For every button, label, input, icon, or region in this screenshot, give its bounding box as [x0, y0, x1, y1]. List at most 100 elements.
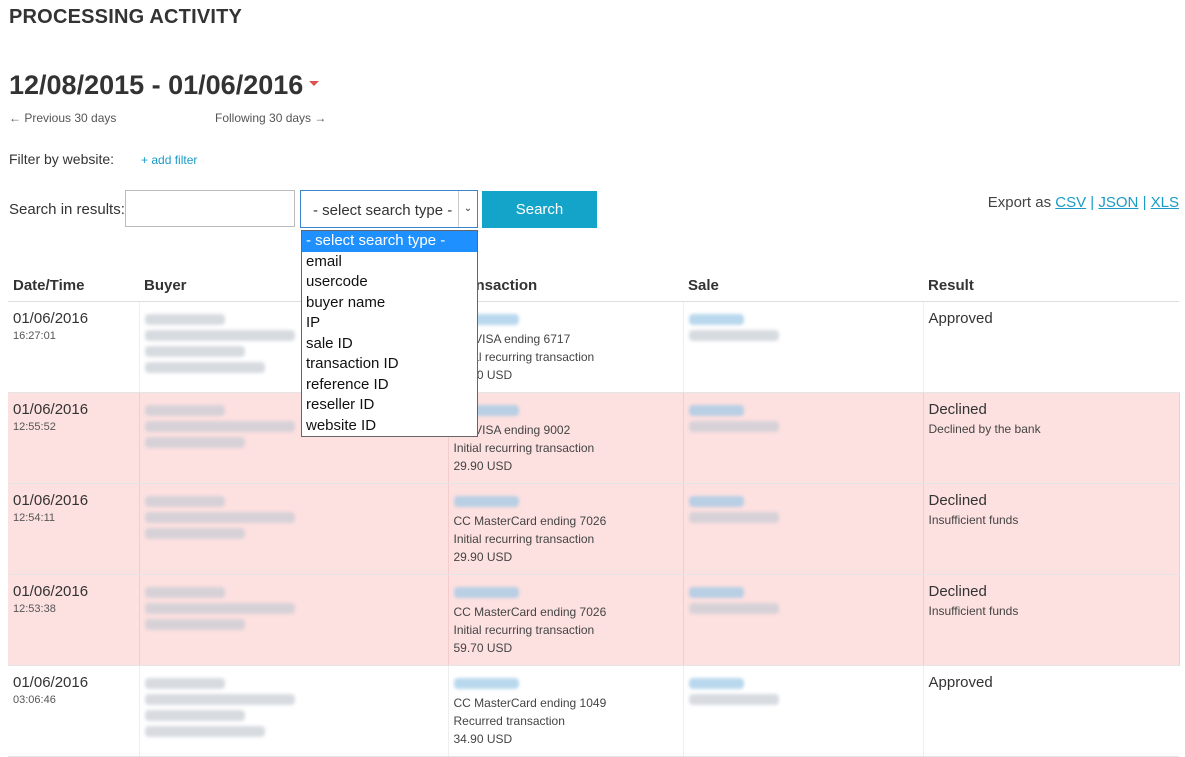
search-type-option[interactable]: email [306, 252, 342, 270]
chevron-down-icon[interactable]: ⌄ [458, 191, 477, 227]
redacted-text [144, 421, 295, 432]
table-row: 01/06/2016 12:55:52 CC VISA ending 9002 … [8, 392, 1180, 484]
transaction-card: CC MasterCard ending 7026 [453, 514, 607, 528]
redacted-text [144, 694, 295, 705]
result-reason: Declined by the bank [928, 422, 1041, 436]
export-links: Export as CSV | JSON | XLS [988, 194, 1179, 211]
redacted-text [144, 330, 295, 341]
header-sale[interactable]: Sale [683, 270, 923, 302]
export-separator: | [1142, 194, 1147, 211]
sale-id-link[interactable] [688, 678, 744, 689]
transaction-id-link[interactable] [453, 496, 519, 507]
row-date: 01/06/2016 [13, 310, 89, 327]
transaction-id-link[interactable] [453, 405, 519, 416]
result-status: Approved [928, 310, 993, 327]
redacted-text [144, 437, 245, 448]
row-date: 01/06/2016 [13, 492, 89, 509]
cell-result: Declined Insufficient funds [923, 574, 1180, 666]
result-reason: Insufficient funds [928, 513, 1019, 527]
sale-id-link[interactable] [688, 587, 744, 598]
row-time: 12:54:11 [13, 512, 56, 524]
search-type-option[interactable]: website ID [306, 416, 377, 434]
search-type-option[interactable]: IP [306, 314, 321, 331]
redacted-text [688, 421, 779, 432]
cell-transaction: CC VISA ending 6717 Initial recurring tr… [448, 301, 684, 393]
header-result[interactable]: Result [923, 270, 1179, 302]
add-filter-link[interactable]: + add filter [141, 153, 198, 167]
export-json-link[interactable]: JSON [1098, 194, 1139, 211]
transaction-amount: 29.90 USD [453, 550, 513, 564]
transaction-type: Recurred transaction [453, 714, 565, 728]
search-type-option[interactable]: buyer name [306, 293, 386, 311]
table-row: 01/06/2016 03:06:46 CC MasterCard ending… [8, 665, 1179, 757]
cell-sale [683, 301, 924, 393]
redacted-text [144, 512, 295, 523]
row-date: 01/06/2016 [13, 583, 89, 600]
search-type-option[interactable]: - select search type - [302, 231, 477, 252]
result-reason: Insufficient funds [928, 604, 1019, 618]
following-30-days-link[interactable]: Following 30 days → [215, 111, 327, 125]
redacted-text [688, 512, 779, 523]
date-range-text: 12/08/2015 - 01/06/2016 [9, 70, 304, 100]
search-label: Search in results: [9, 201, 125, 218]
filter-by-website-label: Filter by website: [9, 151, 115, 167]
search-type-option[interactable]: sale ID [306, 334, 353, 352]
cell-transaction: CC VISA ending 9002 Initial recurring tr… [448, 392, 684, 484]
redacted-text [144, 603, 295, 614]
cell-sale [683, 574, 924, 666]
transaction-id-link[interactable] [453, 678, 519, 689]
table-row: 01/06/2016 12:54:11 CC MasterCard ending… [8, 483, 1180, 575]
cell-buyer [139, 574, 449, 666]
row-date: 01/06/2016 [13, 401, 89, 418]
search-type-option[interactable]: usercode [306, 273, 368, 290]
cell-datetime: 01/06/2016 12:55:52 [8, 392, 140, 484]
transaction-card: CC VISA ending 6717 [453, 332, 571, 346]
row-time: 12:53:38 [13, 603, 56, 615]
date-range-selector[interactable]: 12/08/2015 - 01/06/2016 [9, 70, 320, 101]
previous-30-days-link[interactable]: ← Previous 30 days [9, 111, 117, 125]
search-type-select[interactable]: - select search type - ⌄ [300, 190, 478, 228]
transaction-type: Initial recurring transaction [453, 350, 595, 364]
cell-transaction: CC MasterCard ending 7026 Initial recurr… [448, 483, 684, 575]
search-button[interactable]: Search [482, 191, 597, 228]
redacted-text [144, 726, 265, 737]
redacted-text [144, 496, 225, 507]
cell-datetime: 01/06/2016 12:53:38 [8, 574, 140, 666]
redacted-text [144, 619, 245, 630]
export-xls-link[interactable]: XLS [1150, 194, 1179, 211]
cell-datetime: 01/06/2016 16:27:01 [8, 301, 140, 393]
search-input[interactable] [125, 190, 295, 227]
result-status: Declined [928, 401, 987, 418]
row-time: 16:27:01 [13, 330, 56, 342]
search-type-option[interactable]: reseller ID [306, 396, 375, 413]
search-type-option[interactable]: transaction ID [306, 355, 399, 372]
table-header-row: Date/Time Buyer Transaction Sale Result [8, 270, 1179, 302]
transaction-amount: 59.70 USD [453, 641, 513, 655]
export-csv-link[interactable]: CSV [1055, 194, 1087, 211]
transaction-id-link[interactable] [453, 314, 519, 325]
transaction-type: Initial recurring transaction [453, 441, 595, 455]
header-transaction[interactable]: Transaction [448, 270, 683, 302]
transaction-amount: 34.90 USD [453, 732, 513, 746]
search-type-selected-value: - select search type - [313, 202, 453, 219]
row-time: 03:06:46 [13, 694, 56, 706]
search-type-option[interactable]: reference ID [306, 375, 389, 393]
sale-id-link[interactable] [688, 496, 744, 507]
result-status: Declined [928, 583, 987, 600]
search-type-dropdown: - select search type - email usercode buyer… [301, 230, 478, 437]
cell-buyer [139, 665, 449, 757]
redacted-text [144, 587, 225, 598]
transaction-type: Initial recurring transaction [453, 623, 595, 637]
cell-transaction: CC MasterCard ending 1049 Recurred trans… [448, 665, 684, 757]
transaction-type: Initial recurring transaction [453, 532, 595, 546]
cell-sale [683, 483, 924, 575]
sale-id-link[interactable] [688, 405, 744, 416]
redacted-text [688, 603, 779, 614]
caret-down-icon[interactable] [309, 81, 320, 87]
export-separator: | [1090, 194, 1095, 211]
header-datetime[interactable]: Date/Time [8, 270, 139, 302]
transaction-amount: 29.90 USD [453, 459, 513, 473]
sale-id-link[interactable] [688, 314, 744, 325]
cell-result: Declined Declined by the bank [923, 392, 1180, 484]
transaction-id-link[interactable] [453, 587, 519, 598]
